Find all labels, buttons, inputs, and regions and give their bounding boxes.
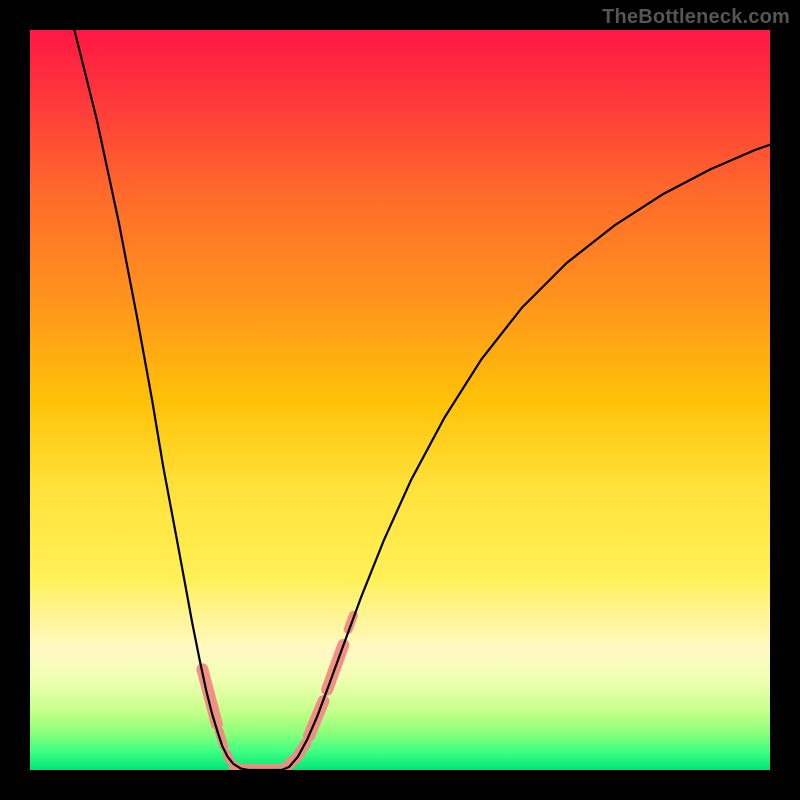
curve-layer [30, 30, 770, 770]
plot-area [30, 30, 770, 770]
curve-marker [202, 669, 216, 724]
marker-group [202, 615, 353, 770]
curve-left-branch [74, 30, 248, 770]
curve-right-branch [282, 145, 770, 770]
watermark-text: TheBottleneck.com [602, 6, 790, 29]
chart-frame: TheBottleneck.com [0, 0, 800, 800]
